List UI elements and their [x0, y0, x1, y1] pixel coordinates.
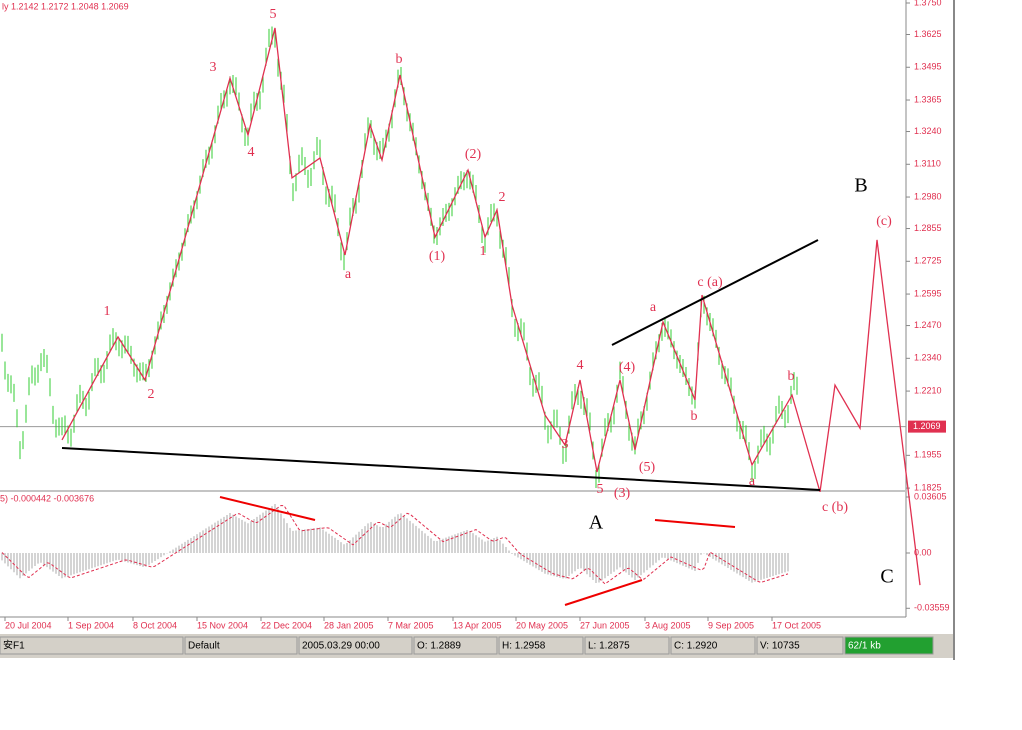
date-label: 22 Dec 2004	[261, 620, 312, 630]
date-label: 1 Sep 2004	[68, 620, 114, 630]
wave-label: c (b)	[822, 500, 848, 515]
signal-line	[1, 504, 789, 585]
date-label: 20 Jul 2004	[5, 620, 52, 630]
wave-degree-label: A	[589, 512, 604, 534]
status-cell	[184, 636, 298, 655]
wave-label: 3	[210, 60, 217, 75]
wave-line	[61, 27, 921, 586]
wave-label: 5	[270, 7, 277, 22]
price-tick-label: 1.2595	[914, 288, 942, 298]
divergence-line	[654, 519, 736, 528]
indicator-header: 5) -0.000442 -0.003676	[0, 493, 94, 503]
wave-label: 4	[577, 358, 584, 373]
date-label: 13 Apr 2005	[453, 620, 502, 630]
price-tick-label: 1.2210	[914, 385, 942, 395]
date-label: 3 Aug 2005	[645, 620, 691, 630]
status-cell	[298, 636, 413, 655]
price-tick-label: 1.3750	[914, 0, 942, 7]
trend-line	[611, 239, 819, 346]
wave-label: a	[650, 300, 657, 315]
wave-degree-label: C	[880, 566, 893, 588]
status-cell	[0, 636, 184, 655]
date-label: 28 Jan 2005	[324, 620, 374, 630]
date-label: 17 Oct 2005	[772, 620, 821, 630]
price-tick-label: 1.1825	[914, 482, 942, 492]
wave-label: 3	[562, 437, 569, 452]
date-label: 8 Oct 2004	[133, 620, 177, 630]
price-tick-label: 1.3110	[914, 159, 941, 169]
status-cell	[413, 636, 498, 655]
wave-label: 1	[104, 304, 111, 319]
current-price-label: 1.2069	[913, 421, 941, 431]
wave-label: (4)	[619, 360, 636, 375]
wave-label: 2	[148, 387, 155, 402]
status-text: H: 1.2958	[502, 641, 546, 652]
price-tick-label: 1.1955	[914, 450, 942, 460]
price-tick-label: 1.3625	[914, 29, 942, 39]
wave-label: (5)	[639, 460, 656, 475]
status-cell	[498, 636, 584, 655]
date-label: 20 May 2005	[516, 620, 568, 630]
wave-label: a	[749, 474, 756, 489]
price-tick-label: 1.2725	[914, 256, 942, 266]
price-tick-label: 1.3240	[914, 126, 942, 136]
divergence-line	[219, 496, 316, 521]
price-tick-label: 1.2855	[914, 223, 942, 233]
price-tick-label: 1.3495	[914, 62, 942, 72]
wave-label: a	[345, 267, 352, 282]
wave-label: 4	[248, 145, 255, 160]
status-text: 安F1	[3, 639, 25, 652]
status-cell	[844, 636, 934, 655]
status-text: V: 10735	[760, 641, 800, 652]
status-text: O: 1.2889	[417, 641, 461, 652]
divergence-line	[564, 579, 643, 606]
wave-label: b	[691, 409, 698, 424]
indicator-tick-label: 0.03605	[914, 491, 947, 501]
wave-label: 2	[499, 190, 506, 205]
status-cell	[670, 636, 756, 655]
date-label: 15 Nov 2004	[197, 620, 248, 630]
wave-label: (3)	[614, 486, 631, 501]
window-border	[953, 0, 955, 660]
wave-label: (c)	[876, 214, 892, 229]
price-tick-label: 1.2470	[914, 320, 942, 330]
status-text: Default	[188, 641, 220, 652]
date-label: 9 Sep 2005	[708, 620, 754, 630]
wave-label: c (a)	[697, 275, 723, 290]
indicator-tick-label: 0.00	[914, 547, 932, 557]
wave-label: b	[788, 369, 795, 384]
current-price-box	[908, 420, 946, 433]
indicator-tick-label: -0.03559	[914, 603, 950, 613]
chart-header: ly 1.2142 1.2172 1.2048 1.2069	[2, 1, 129, 11]
price-tick-label: 1.2980	[914, 191, 942, 201]
status-text: 62/1 kb	[848, 641, 881, 652]
status-text: C: 1.2920	[674, 641, 718, 652]
price-tick-label: 1.3365	[914, 94, 942, 104]
wave-label: b	[396, 52, 403, 67]
status-text: L: 1.2875	[588, 641, 630, 652]
date-label: 27 Jun 2005	[580, 620, 630, 630]
status-text: 2005.03.29 00:00	[302, 641, 380, 652]
trend-line	[61, 447, 821, 491]
wave-label: 5	[597, 482, 604, 497]
price-tick-label: 1.2340	[914, 353, 942, 363]
status-cell	[584, 636, 670, 655]
wave-label: (1)	[429, 249, 446, 264]
status-cell	[756, 636, 844, 655]
wave-degree-label: B	[854, 175, 867, 197]
wave-label: 1	[480, 244, 487, 259]
wave-label: (2)	[465, 147, 482, 162]
date-label: 7 Mar 2005	[388, 620, 434, 630]
